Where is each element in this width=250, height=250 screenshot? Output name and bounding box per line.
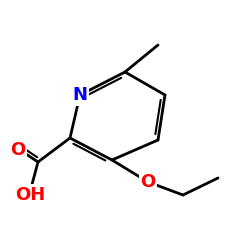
Text: OH: OH (15, 186, 45, 204)
Text: N: N (72, 86, 88, 104)
Text: O: O (140, 173, 156, 191)
Text: O: O (10, 141, 26, 159)
